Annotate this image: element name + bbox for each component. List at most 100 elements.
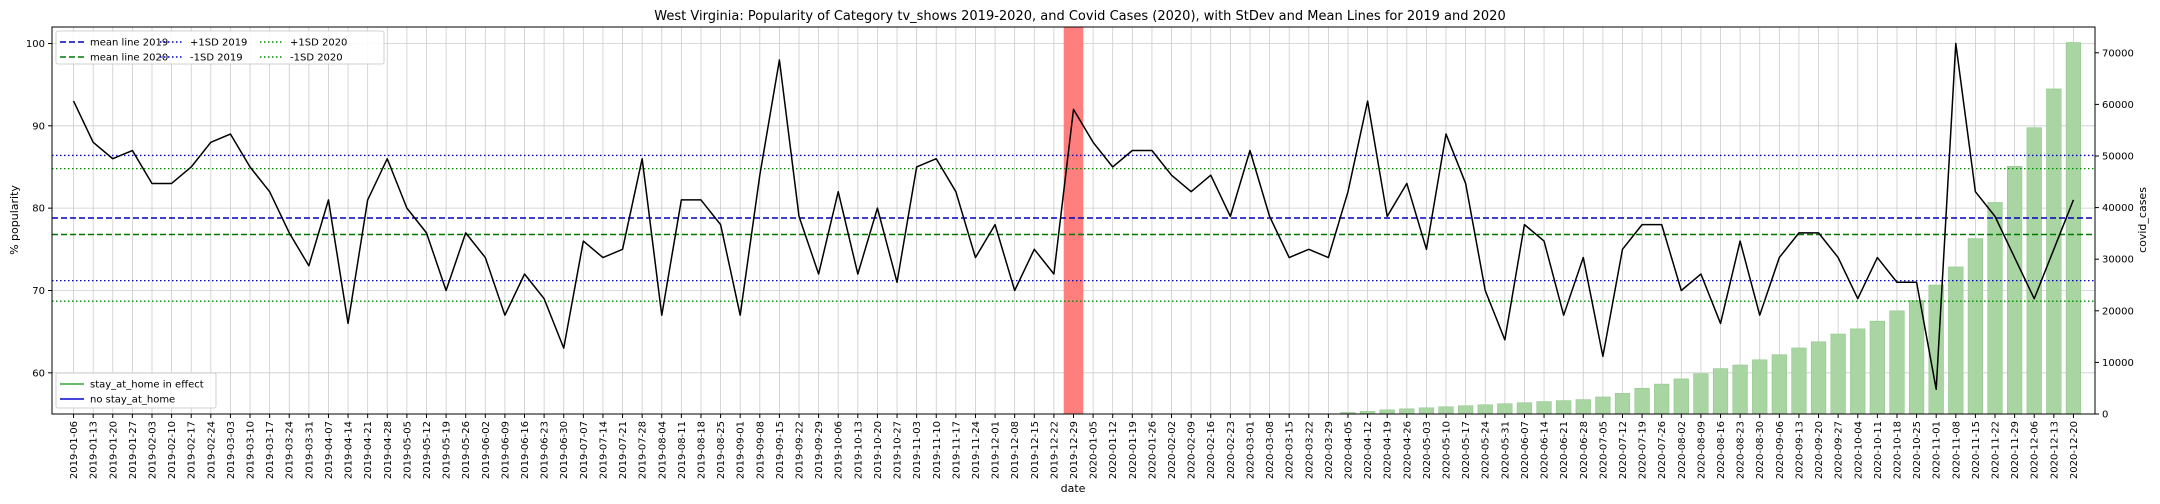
x-tick-label: 2019-11-10	[932, 421, 943, 479]
covid-bar	[1810, 341, 1827, 415]
x-tick-label: 2019-12-22	[1049, 421, 1060, 479]
covid-bar	[1712, 368, 1729, 415]
x-tick-label: 2019-08-11	[677, 421, 688, 479]
x-tick-label: 2019-08-25	[716, 421, 727, 479]
y-right-tick-label: 20000	[2102, 306, 2134, 317]
x-tick-label: 2020-06-28	[1579, 421, 1590, 479]
y-right-tick-label: 70000	[2102, 48, 2134, 59]
covid-bar	[1654, 383, 1670, 415]
covid-bar	[1850, 328, 1866, 415]
x-tick-label: 2019-04-14	[344, 421, 355, 479]
x-tick-label: 2019-07-28	[638, 421, 649, 479]
x-tick-label: 2019-04-21	[363, 421, 374, 479]
y-axis-ticks: 60 70 80 90 100	[26, 39, 52, 379]
legend-label: no stay_at_home	[90, 395, 175, 406]
x-tick-label: 2020-08-02	[1677, 421, 1688, 479]
x-tick-label: 2020-09-20	[1814, 421, 1825, 479]
x-tick-label: 2020-01-26	[1147, 421, 1158, 479]
x-tick-label: 2020-01-19	[1128, 421, 1139, 479]
legend-label: -1SD 2019	[190, 53, 243, 64]
x-tick-label: 2019-09-01	[736, 421, 747, 479]
legend-bottom: stay_at_home in effect no stay_at_home	[55, 372, 217, 409]
covid-bar	[1379, 409, 1395, 415]
chart-title: West Virginia: Popularity of Category tv…	[654, 9, 1505, 24]
y-tick-label: 90	[32, 121, 45, 132]
x-tick-label: 2019-05-26	[461, 421, 472, 479]
x-tick-label: 2019-10-06	[834, 421, 845, 479]
x-tick-label: 2020-02-09	[1187, 421, 1198, 479]
covid-bar	[1791, 347, 1807, 415]
x-tick-label: 2019-01-13	[89, 421, 100, 479]
covid-bar	[2007, 166, 2023, 415]
x-tick-label: 2020-12-13	[2049, 421, 2060, 479]
x-tick-label: 2020-07-05	[1598, 421, 1609, 479]
highlight-group	[1063, 27, 1084, 414]
x-tick-label: 2020-06-07	[1520, 421, 1531, 479]
x-tick-label: 2020-09-27	[1834, 421, 1845, 479]
y-tick-label: 100	[26, 39, 45, 50]
x-tick-label: 2019-09-29	[814, 421, 825, 479]
x-tick-label: 2020-08-09	[1696, 421, 1707, 479]
x-tick-label: 2019-01-27	[128, 421, 139, 479]
x-tick-label: 2020-12-06	[2030, 421, 2041, 479]
covid-bar	[1418, 407, 1435, 415]
y-tick-label: 80	[32, 204, 45, 215]
y-right-tick-label: 50000	[2102, 152, 2134, 163]
x-tick-label: 2020-10-11	[1873, 421, 1884, 479]
x-tick-label: 2020-06-14	[1540, 421, 1551, 479]
x-tick-label: 2019-12-08	[1010, 421, 1021, 479]
covid-bar	[1693, 373, 1709, 415]
x-tick-label: 2019-11-24	[971, 421, 982, 479]
x-tick-label: 2020-05-10	[1442, 421, 1453, 479]
x-tick-label: 2020-07-12	[1618, 421, 1629, 479]
x-tick-label: 2020-03-08	[1265, 421, 1276, 479]
x-tick-label: 2020-10-04	[1853, 421, 1864, 479]
x-tick-label: 2020-10-25	[1912, 421, 1923, 479]
x-axis-label: date	[1061, 482, 1086, 495]
x-tick-label: 2020-05-03	[1422, 421, 1433, 479]
x-tick-label: 2019-02-24	[206, 421, 217, 479]
x-tick-label: 2019-02-17	[187, 421, 198, 479]
x-tick-label: 2019-08-04	[657, 421, 668, 479]
grid-group	[52, 27, 2095, 414]
x-tick-label: 2020-07-19	[1638, 421, 1649, 479]
x-tick-label: 2020-02-16	[1206, 421, 1217, 479]
covid-bar	[1556, 400, 1572, 415]
covid-bar	[1634, 387, 1650, 415]
x-tick-label: 2020-03-01	[1245, 421, 1256, 479]
y-axis-right-ticks: 0 10000 20000 30000 40000 50000 60000 70000	[2095, 48, 2134, 421]
covid-bar	[2065, 42, 2082, 415]
x-tick-label: 2019-06-02	[481, 421, 492, 479]
x-tick-label: 2019-11-17	[951, 421, 962, 479]
x-tick-label: 2019-02-10	[167, 421, 178, 479]
covid-bar	[1497, 403, 1513, 415]
x-tick-label: 2020-02-23	[1226, 421, 1237, 479]
x-tick-label: 2019-12-15	[1030, 421, 1041, 479]
x-tick-label: 2020-05-24	[1481, 421, 1492, 479]
x-tick-label: 2020-01-12	[1108, 421, 1119, 479]
covid-bar	[1575, 399, 1591, 415]
x-tick-label: 2019-11-03	[912, 421, 923, 479]
y-right-tick-label: 0	[2102, 410, 2108, 421]
x-tick-label: 2020-09-06	[1775, 421, 1786, 479]
y-tick-label: 70	[32, 286, 45, 297]
x-tick-label: 2019-01-20	[108, 421, 119, 479]
popularity-line-group	[72, 42, 2075, 391]
legend-bottom-box	[55, 372, 217, 409]
covid-bar	[1458, 405, 1474, 415]
covid-bar	[1869, 320, 1885, 415]
x-tick-label: 2019-09-15	[775, 421, 786, 479]
covid-bar	[1399, 408, 1415, 415]
x-axis-ticks: 2019-01-06 2019-01-13 2019-01-20 2019-01-27…	[69, 414, 2080, 479]
x-tick-label: 2020-08-30	[1755, 421, 1766, 479]
x-tick-label: 2020-07-26	[1657, 421, 1668, 479]
legend-top-box	[55, 30, 385, 65]
covid-bar	[1752, 359, 1768, 415]
reference-lines-group	[52, 154, 2095, 302]
x-tick-label: 2020-08-16	[1716, 421, 1727, 479]
covid-bar	[2026, 127, 2042, 415]
x-tick-label: 2020-04-05	[1343, 421, 1354, 479]
covid-bar	[1438, 406, 1454, 415]
